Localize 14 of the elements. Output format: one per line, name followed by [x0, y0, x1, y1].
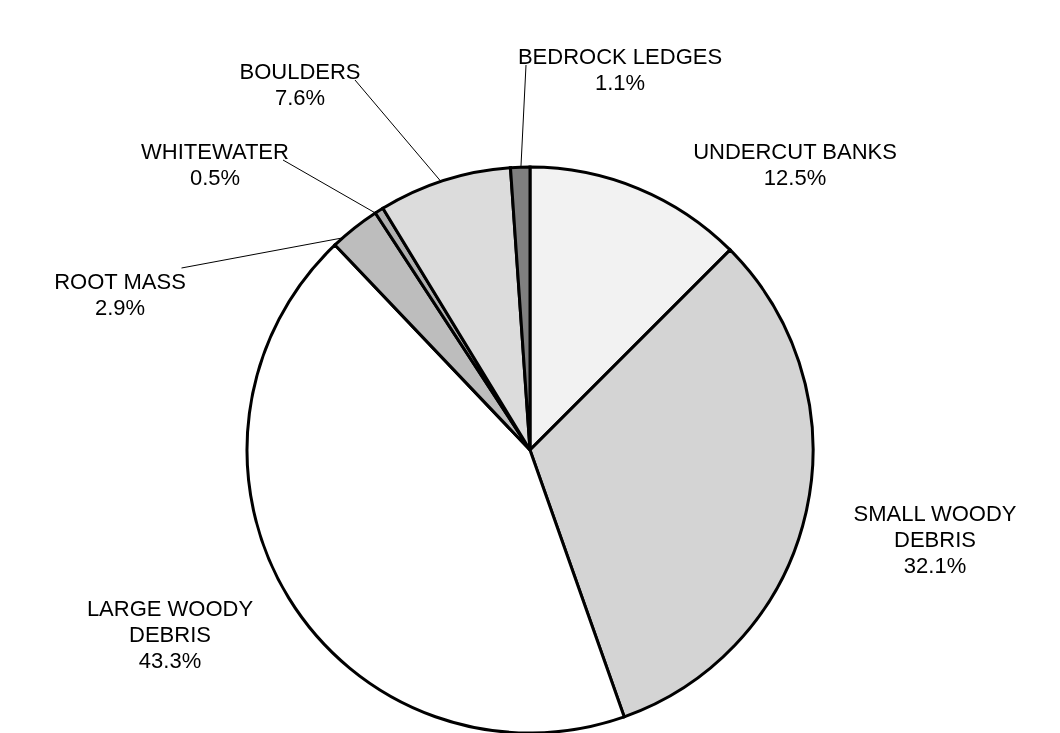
- data-label: 2.9%: [94, 295, 146, 320]
- data-label: 32.1%: [903, 553, 967, 578]
- data-label: 0.5%: [189, 165, 241, 190]
- slice-label: WHITEWATER: [141, 139, 289, 164]
- slice-label: BOULDERS: [239, 59, 361, 84]
- slice-label: BEDROCK LEDGES: [517, 44, 723, 69]
- data-label: 1.1%: [594, 70, 646, 95]
- slice-label: UNDERCUT BANKS: [693, 139, 897, 164]
- slice-label: LARGE WOODY DEBRIS: [86, 596, 254, 647]
- data-label: 12.5%: [763, 165, 827, 190]
- slice-label: SMALL WOODY DEBRIS: [853, 501, 1017, 552]
- data-label: 43.3%: [138, 648, 202, 673]
- slice-label: ROOT MASS: [54, 269, 186, 294]
- data-label: 7.6%: [274, 85, 326, 110]
